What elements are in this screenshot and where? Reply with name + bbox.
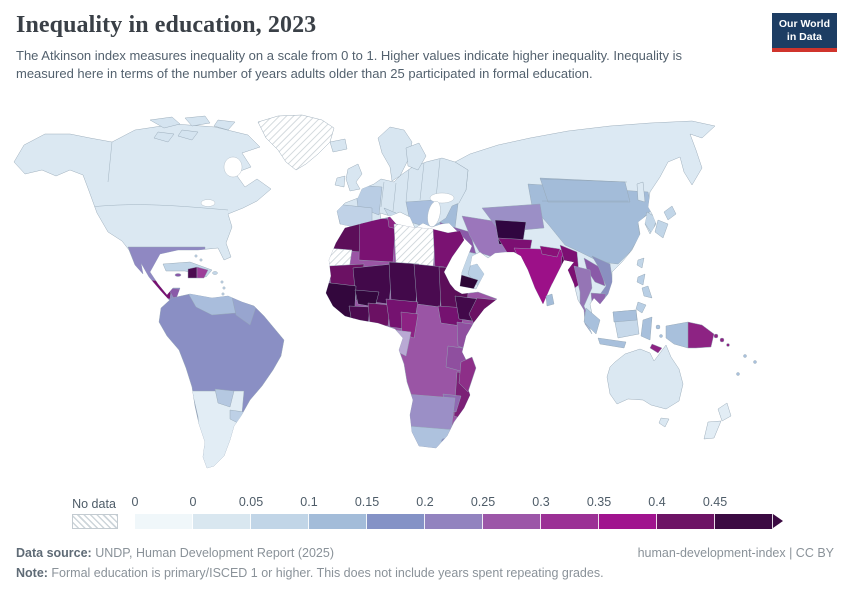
- legend-bin[interactable]: [425, 514, 483, 529]
- legend-color-bar: [135, 514, 773, 529]
- region-nepal[interactable]: [539, 245, 561, 258]
- region-cambodia[interactable]: [590, 292, 607, 309]
- legend-bin[interactable]: [135, 514, 193, 529]
- border-alaska-canada: [107, 141, 113, 183]
- border-europe-1: [380, 181, 385, 208]
- legend-tick-label: 0: [189, 495, 197, 509]
- region-north-america[interactable]: [13, 123, 272, 327]
- header: Inequality in education, 2023 The Atkins…: [16, 12, 716, 84]
- legend-tick-label: 0: [131, 495, 139, 509]
- region-spain-portugal[interactable]: [335, 203, 373, 229]
- hudson-bay: [223, 156, 243, 178]
- region-japan[interactable]: [654, 205, 677, 239]
- map-legend: No data 0 0 0.05 0.1 0.15 0.2 0.25 0.3 0.35 0.4 0.…: [0, 495, 850, 535]
- legend-tick-label: 0.35: [586, 495, 612, 509]
- region-taiwan[interactable]: [636, 257, 645, 269]
- region-timor-leste[interactable]: [649, 343, 663, 354]
- chart-subtitle: The Atkinson index measures inequality o…: [16, 48, 683, 82]
- region-south-africa[interactable]: [407, 425, 458, 450]
- legend-bin[interactable]: [657, 514, 715, 529]
- legend-tick-label: 0.15: [354, 495, 380, 509]
- region-ireland[interactable]: [334, 175, 346, 188]
- region-indonesia[interactable]: [583, 307, 689, 349]
- region-papua-new-guinea[interactable]: [687, 321, 715, 349]
- legend-bin[interactable]: [541, 514, 599, 529]
- region-dominican-republic[interactable]: [196, 266, 209, 279]
- region-kenya[interactable]: [456, 321, 479, 351]
- region-scandinavia[interactable]: [377, 126, 413, 182]
- owid-logo[interactable]: Our World in Data: [771, 13, 837, 53]
- region-haiti[interactable]: [187, 266, 198, 279]
- region-new-zealand[interactable]: [703, 402, 732, 440]
- region-sri-lanka[interactable]: [545, 293, 555, 307]
- border-europe-4: [419, 162, 425, 201]
- legend-bin[interactable]: [251, 514, 309, 529]
- license-link[interactable]: human-development-index | CC BY: [637, 546, 834, 560]
- region-south-korea[interactable]: [643, 211, 658, 235]
- region-sakhalin[interactable]: [636, 181, 646, 203]
- border-europe-5: [435, 158, 441, 199]
- region-guatemala[interactable]: [149, 279, 173, 300]
- region-malaysia-borneo[interactable]: [612, 309, 638, 323]
- legend-tick-label: 0.2: [416, 495, 434, 509]
- caspian-sea: [427, 201, 441, 227]
- region-tasmania[interactable]: [658, 417, 670, 428]
- legend-bin[interactable]: [483, 514, 541, 529]
- data-source-line: Data source: UNDP, Human Development Rep…: [16, 546, 334, 560]
- region-canadian-arctic[interactable]: [149, 115, 236, 143]
- legend-tick-label: 0.3: [532, 495, 550, 509]
- data-source-label: Data source:: [16, 546, 92, 560]
- region-finland[interactable]: [405, 142, 427, 171]
- region-pacific-islands[interactable]: [736, 354, 757, 376]
- owid-logo-line2: in Data: [786, 31, 822, 44]
- legend-bin[interactable]: [367, 514, 425, 529]
- legend-tick-label: 0.1: [300, 495, 318, 509]
- region-iceland[interactable]: [329, 138, 348, 153]
- data-source-value: UNDP, Human Development Report (2025): [91, 546, 334, 560]
- note-value: Formal education is primary/ISCED 1 or h…: [47, 566, 604, 580]
- legend-bin[interactable]: [599, 514, 657, 529]
- region-algeria[interactable]: [358, 216, 397, 263]
- no-data-label: No data: [72, 497, 116, 511]
- legend-bin[interactable]: [309, 514, 367, 529]
- legend-bin[interactable]: [715, 514, 773, 529]
- region-greenland[interactable]: [257, 114, 335, 171]
- no-data-swatch[interactable]: [72, 514, 118, 529]
- region-venezuela[interactable]: [187, 293, 237, 316]
- region-caribbean-small[interactable]: [194, 254, 226, 296]
- region-ghana-togo-benin[interactable]: [367, 302, 391, 327]
- legend-bin[interactable]: [193, 514, 251, 529]
- region-mongolia[interactable]: [539, 177, 631, 203]
- region-australia[interactable]: [606, 344, 684, 410]
- legend-tick-label: 0.45: [702, 495, 728, 509]
- border-europe-2: [392, 182, 397, 212]
- border-europe-3: [405, 168, 410, 203]
- region-lesotho[interactable]: [441, 438, 447, 444]
- legend-arrow: [773, 514, 783, 528]
- region-solomon-islands[interactable]: [713, 333, 730, 347]
- world-map: [0, 112, 850, 497]
- footer: Data source: UNDP, Human Development Rep…: [16, 546, 834, 580]
- region-cote-divoire[interactable]: [348, 305, 371, 326]
- black-sea: [429, 192, 455, 204]
- owid-logo-line1: Our World: [778, 18, 830, 30]
- legend-tick-label: 0.4: [648, 495, 666, 509]
- border-russia-mongolia: [539, 178, 628, 183]
- region-united-kingdom[interactable]: [345, 163, 363, 192]
- region-paraguay[interactable]: [214, 388, 235, 408]
- great-lakes: [200, 199, 216, 207]
- page-title: Inequality in education, 2023: [16, 12, 317, 38]
- region-philippines[interactable]: [635, 273, 653, 314]
- legend-tick-label: 0.05: [238, 495, 264, 509]
- note-label: Note:: [16, 566, 48, 580]
- choropleth-svg: [13, 114, 757, 469]
- legend-tick-label: 0.25: [470, 495, 496, 509]
- legend-ticks: 0 0 0.05 0.1 0.15 0.2 0.25 0.3 0.35 0.4 0.45: [131, 495, 795, 511]
- region-madagascar[interactable]: [458, 356, 477, 393]
- region-jamaica[interactable]: [174, 273, 182, 277]
- border-us-canada: [89, 204, 229, 211]
